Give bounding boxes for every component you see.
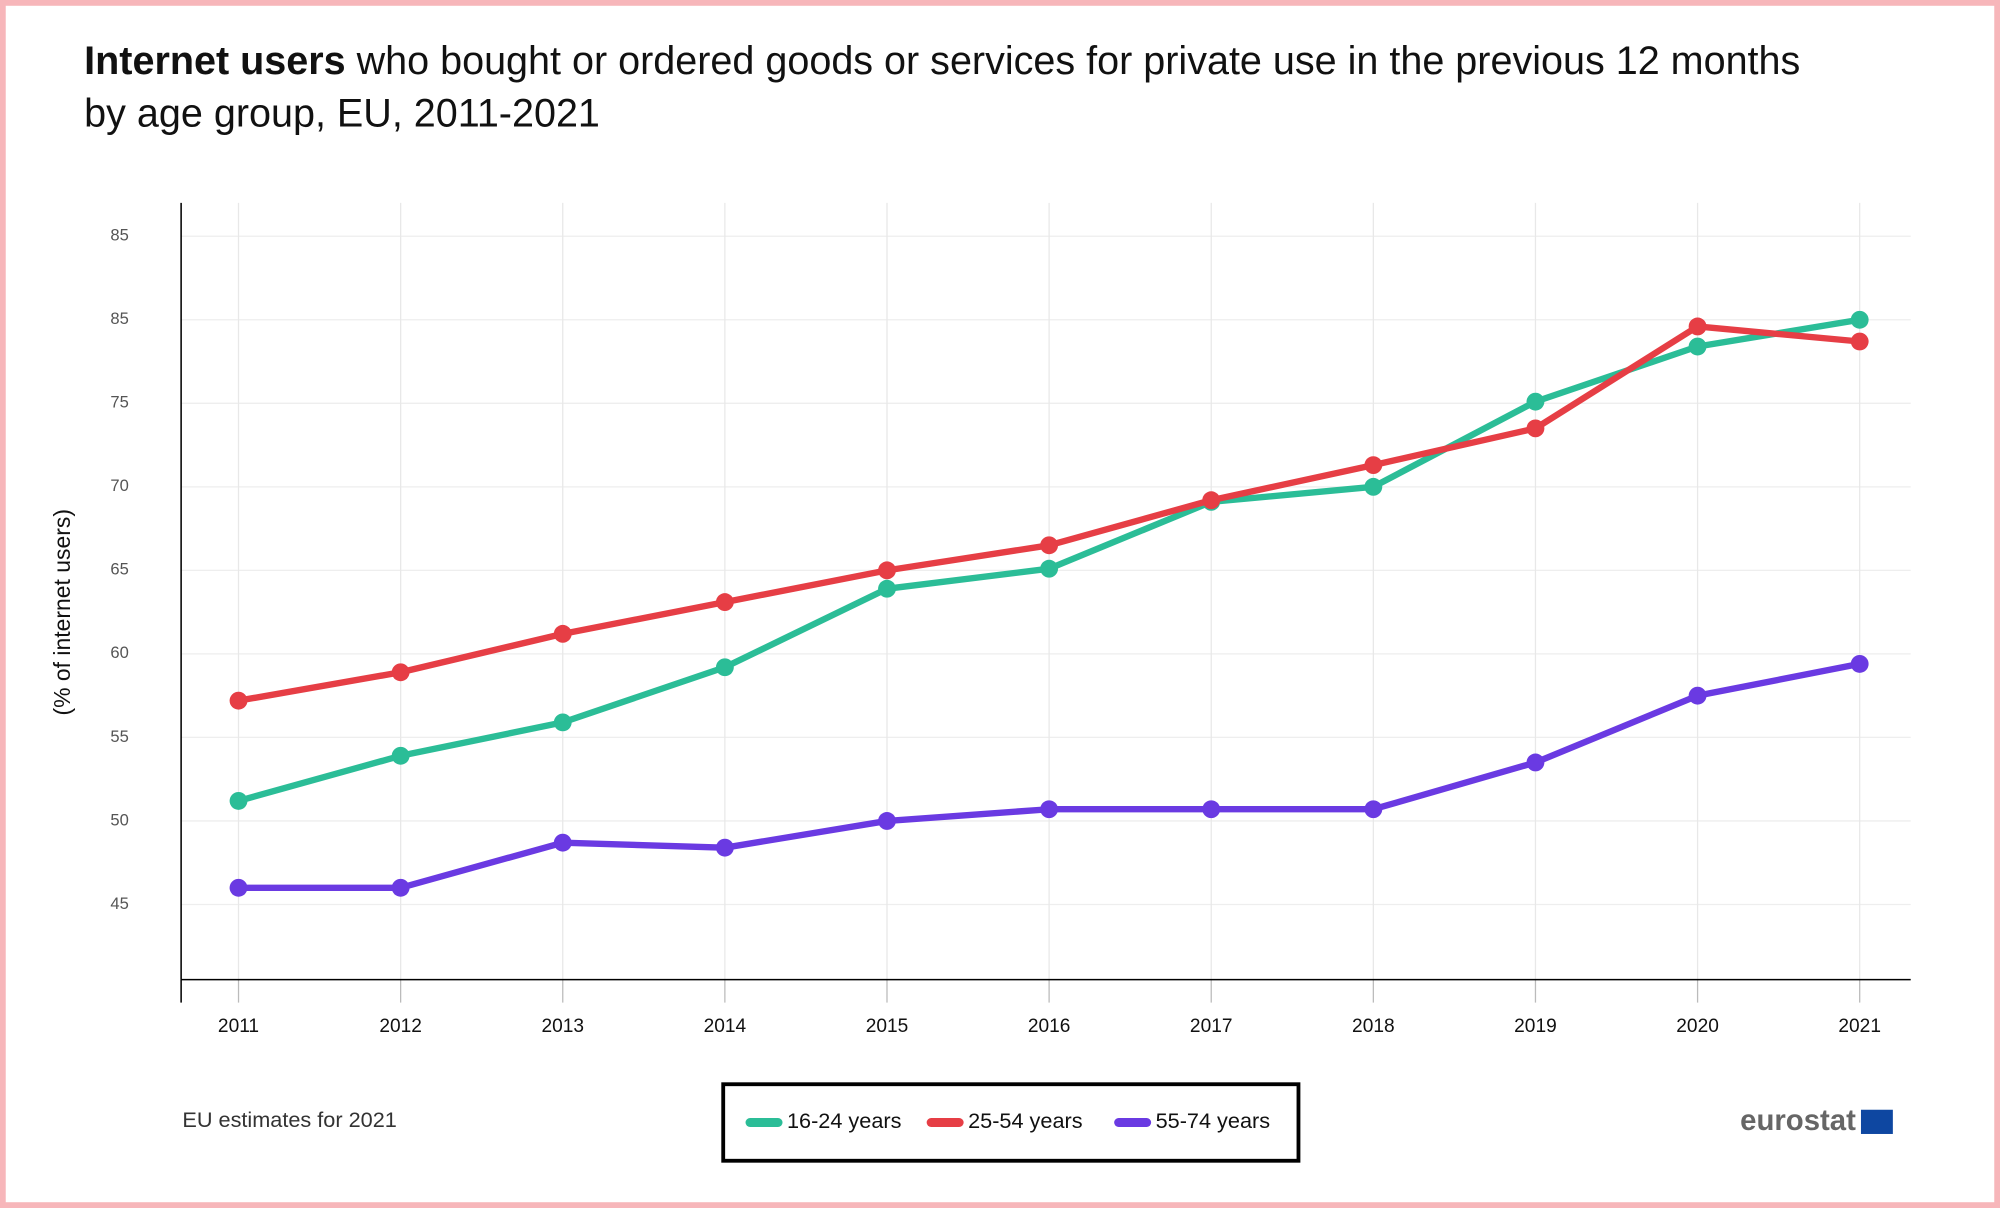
data-point — [1850, 310, 1869, 329]
data-point — [553, 833, 572, 852]
data-point — [715, 593, 734, 612]
y-tick-label: 70 — [110, 476, 128, 495]
data-point — [1202, 491, 1221, 510]
x-tick-label: 2020 — [1676, 1016, 1719, 1037]
data-point — [1040, 559, 1059, 578]
data-point — [391, 663, 410, 682]
data-point — [1364, 800, 1383, 819]
data-point — [1850, 332, 1869, 351]
y-tick-label: 50 — [110, 810, 128, 829]
data-point — [1040, 800, 1059, 819]
legend-label: 25-54 years — [968, 1108, 1083, 1133]
y-tick-label: 60 — [110, 643, 128, 662]
data-point — [715, 838, 734, 857]
x-tick-label: 2016 — [1028, 1016, 1071, 1037]
data-point — [1364, 477, 1383, 496]
data-point — [1364, 456, 1383, 475]
y-tick-label: 85 — [110, 226, 128, 245]
y-tick-label: 75 — [110, 393, 128, 412]
legend-label: 55-74 years — [1156, 1108, 1271, 1133]
x-tick-label: 2011 — [218, 1016, 259, 1037]
data-point — [391, 746, 410, 765]
title-emphasis: Internet users — [84, 39, 345, 83]
data-point — [1526, 419, 1545, 438]
data-point — [715, 658, 734, 677]
data-point — [1688, 317, 1707, 336]
data-point — [1040, 536, 1059, 555]
data-point — [1688, 337, 1707, 356]
data-point — [1850, 654, 1869, 673]
data-point — [1526, 753, 1545, 772]
source-logo: eurostat — [1740, 1104, 1856, 1137]
legend-label: 16-24 years — [787, 1108, 902, 1133]
data-point — [878, 812, 896, 830]
y-tick-label: 85 — [110, 309, 128, 328]
x-tick-label: 2014 — [704, 1016, 747, 1037]
title-rest: who bought or ordered goods or services … — [356, 39, 1801, 83]
x-tick-label: 2017 — [1190, 1016, 1233, 1037]
data-point — [1688, 686, 1707, 705]
y-axis-label: (% of internet users) — [49, 509, 75, 716]
x-tick-label: 2015 — [866, 1016, 909, 1037]
y-tick-label: 55 — [110, 727, 128, 746]
y-tick-label: 45 — [110, 894, 128, 913]
x-tick-label: 2021 — [1838, 1016, 1881, 1037]
data-point — [878, 579, 896, 598]
chart-subtitle: by age group, EU, 2011-2021 — [84, 92, 600, 136]
data-point — [878, 561, 896, 580]
x-tick-label: 2019 — [1514, 1016, 1557, 1037]
y-tick-label: 65 — [110, 560, 128, 579]
legend-box — [721, 1082, 1301, 1163]
data-point — [229, 878, 248, 897]
footnote: EU estimates for 2021 — [182, 1107, 396, 1132]
x-tick-label: 2018 — [1352, 1016, 1395, 1037]
x-tick-label: 2012 — [379, 1016, 422, 1037]
data-point — [553, 624, 572, 643]
data-point — [553, 713, 572, 732]
data-point — [1202, 800, 1221, 819]
x-tick-label: 2013 — [541, 1016, 584, 1037]
chart-title: Internet users who bought or ordered goo… — [84, 39, 1800, 83]
data-point — [229, 691, 248, 710]
data-point — [229, 791, 248, 810]
data-point — [391, 878, 410, 897]
eu-flag — [1860, 1109, 1893, 1134]
data-point — [1526, 392, 1545, 411]
